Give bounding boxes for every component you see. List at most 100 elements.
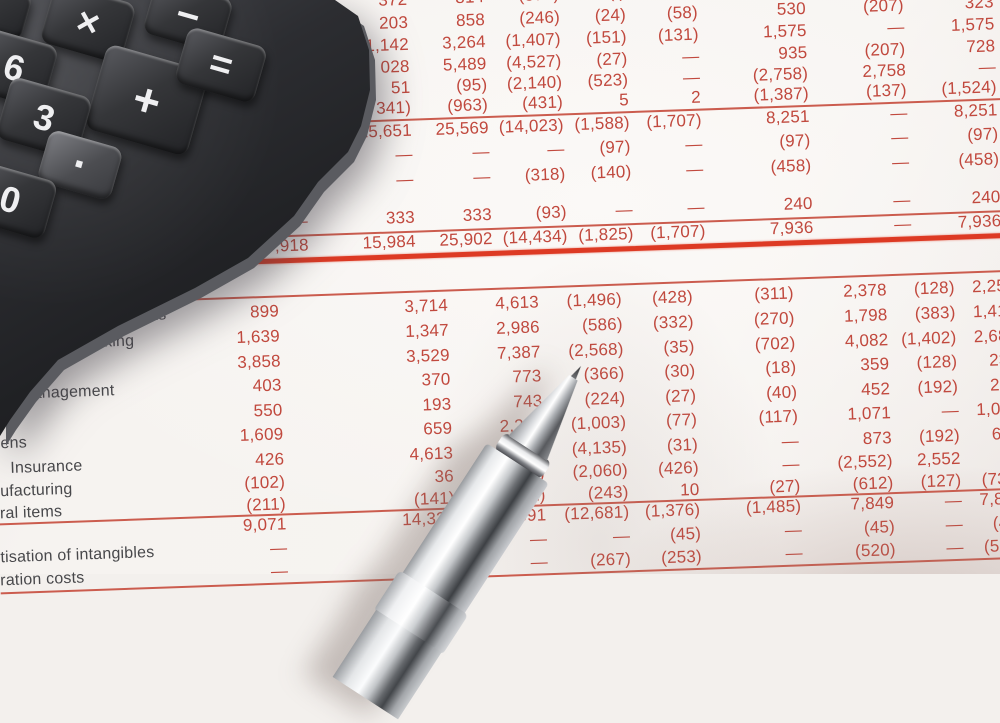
table-cell: 4,082	[844, 330, 889, 351]
table-cell: (520)	[983, 535, 1000, 556]
table-cell: —	[946, 537, 965, 558]
table-cell: —	[945, 514, 964, 535]
table-cell: —	[785, 543, 804, 563]
table-cell: (318)	[524, 164, 566, 185]
table-cell: ( )	[559, 0, 626, 4]
table-cell: (45)	[863, 517, 896, 538]
table-cell: (128)	[916, 351, 958, 373]
table-cell: —	[682, 67, 701, 88]
table-cell: 240	[971, 187, 1000, 208]
table-cell: (77)	[665, 409, 698, 431]
table-cell: 1,575	[762, 20, 807, 42]
table-cell: (2,140)	[506, 72, 563, 94]
table-cell: (2,552)	[837, 451, 893, 473]
table-cell: (431)	[521, 92, 564, 113]
table-cell: (97)	[966, 124, 999, 145]
table-cell: (151)	[585, 27, 627, 48]
table-cell: —	[893, 214, 912, 234]
table-cell: —	[891, 152, 910, 172]
table-cell: (27)	[596, 49, 628, 70]
table-cell: —	[781, 431, 800, 451]
table-cell: (523)	[587, 70, 629, 91]
table-cell: 25,902	[439, 228, 493, 250]
table-cell: 2,552	[916, 448, 961, 470]
table-cell: (1,376)	[644, 499, 701, 521]
table-cell: —	[960, 447, 1000, 469]
table-cell: (45)	[669, 523, 702, 544]
table-cell: (1,524)	[941, 77, 997, 99]
table-cell: (426)	[657, 457, 700, 479]
table-cell: (520)	[854, 540, 897, 561]
table-cell: (1,402)	[900, 327, 957, 349]
table-cell: (27)	[664, 385, 697, 407]
table-cell: 7,936	[957, 211, 1000, 232]
table-cell: (1,707)	[649, 221, 706, 243]
table-cell: (93)	[535, 202, 568, 223]
table-cell: —	[886, 17, 905, 38]
table-cell: (332)	[652, 311, 694, 333]
table-cell: (18)	[764, 357, 797, 378]
table-cell: —	[784, 520, 803, 540]
table-cell: 231	[988, 349, 1000, 370]
table-cell: (1,588)	[574, 113, 630, 135]
table-cell: (14,434)	[502, 226, 568, 248]
table-cell: 452	[860, 379, 891, 400]
table-cell: 8,251	[765, 106, 810, 128]
table-cell: 935	[778, 42, 808, 63]
table-cell: 873	[862, 428, 893, 449]
table-cell: (58)	[666, 2, 699, 23]
table-cell: —	[944, 490, 963, 511]
table-cell: 1,415	[972, 300, 1000, 322]
key-glyph: =	[204, 41, 238, 88]
table-cell: —	[941, 400, 960, 421]
table-cell: 681	[991, 423, 1000, 444]
table-cell: (428)	[651, 287, 694, 308]
table-cell: 1,575	[950, 14, 995, 35]
table-cell: 728	[965, 36, 996, 57]
table-cell: —	[472, 166, 491, 187]
table-cell: (458)	[770, 155, 812, 177]
table-cell: (377)	[484, 0, 560, 7]
table-cell: (270)	[753, 308, 795, 329]
table-cell: (137)	[865, 80, 908, 101]
table-cell: —	[547, 139, 565, 159]
table-cell: (35)	[663, 336, 695, 358]
table-cell: 3,264	[441, 32, 487, 53]
table-cell: (739)	[981, 468, 1000, 490]
table-cell: 1,798	[843, 305, 888, 326]
table-cell: 7,849	[979, 488, 1000, 510]
table-cell: (963)	[446, 95, 489, 116]
table-cell: (128)	[913, 277, 955, 299]
table-cell: 323	[964, 0, 995, 13]
table-cell: (1,387)	[753, 83, 810, 105]
table-cell: 4,613	[495, 292, 540, 313]
table-cell	[625, 0, 698, 2]
table-cell: (31)	[666, 434, 699, 455]
table-cell: —	[890, 127, 909, 147]
table-cell: (40)	[765, 382, 798, 403]
table-cell: (97)	[599, 137, 631, 158]
row-label: ration costs	[0, 569, 85, 590]
table-cell: (192)	[917, 376, 959, 398]
table-cell: (246)	[518, 7, 561, 28]
key-glyph: +	[126, 71, 168, 129]
table-cell: 5,489	[442, 54, 487, 75]
table-cell: —	[893, 190, 911, 210]
table-cell: —	[684, 134, 703, 155]
table-cell: (45)	[992, 512, 1000, 533]
table-cell: (586)	[581, 314, 624, 335]
key-glyph: ·	[66, 138, 94, 191]
table-cell: (207)	[862, 0, 905, 16]
table-cell: (267)	[589, 549, 632, 570]
table-cell: 2,986	[495, 317, 541, 338]
table-cell: 530	[776, 0, 807, 19]
table-cell: 5	[618, 90, 630, 110]
table-cell: 333	[462, 204, 493, 225]
table-cell: (30)	[663, 360, 696, 382]
table-cell: 1,071	[976, 398, 1000, 420]
table-cell: 7,387	[496, 342, 541, 363]
row-label: ufacturing	[0, 480, 73, 501]
table-cell: (458)	[958, 149, 1000, 170]
table-cell: (95)	[455, 75, 488, 96]
table-cell: 2	[690, 87, 702, 107]
